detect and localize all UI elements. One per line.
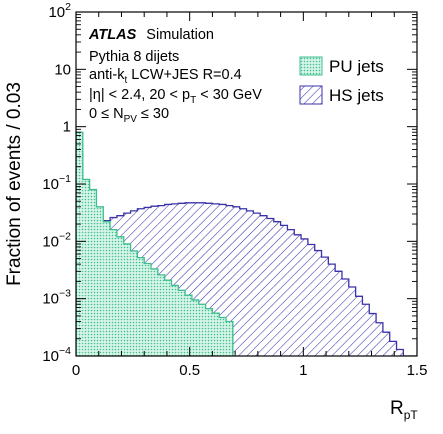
bar-hs-34	[308, 245, 315, 356]
bar-pu-7	[124, 244, 131, 356]
series-layer	[76, 132, 417, 356]
bar-pu-12	[158, 275, 165, 356]
bar-hs-37	[328, 264, 335, 356]
bar-pu-13	[165, 280, 172, 356]
cuts-text-b: < 30 GeV	[196, 87, 262, 103]
legend-label-hs: HS jets	[329, 86, 384, 105]
y-tick-label-1: 10	[54, 61, 71, 78]
bar-hs-40	[349, 287, 356, 356]
bar-pu-11	[151, 269, 158, 356]
bar-hs-47	[397, 349, 404, 356]
x-axis-title-sub: pT	[404, 408, 419, 422]
bar-hs-25	[247, 211, 254, 356]
y-tick-label-0: 102	[48, 1, 71, 21]
bar-pu-20	[212, 313, 219, 356]
bar-pu-18	[199, 304, 206, 356]
cuts-text-a: |η| < 2.4, 20 < p	[89, 87, 190, 103]
jet-algorithm-prefix: anti-k	[89, 67, 125, 83]
atlas-status: Simulation	[146, 27, 214, 43]
cuts-text: |η| < 2.4, 20 < pT < 30 GeV	[89, 87, 262, 106]
y-tick-label-3: 10−1	[42, 173, 71, 193]
generator-text: Pythia 8 dijets	[89, 49, 179, 65]
bar-pu-2	[90, 190, 97, 356]
bar-hs-36	[322, 257, 329, 356]
x-axis-title: RpT	[390, 398, 418, 422]
bar-pu-15	[178, 290, 185, 356]
bar-hs-41	[356, 296, 363, 356]
y-tick-label-4: 10−2	[42, 230, 71, 250]
legend: PU jets HS jets	[300, 57, 384, 105]
bar-hs-27	[260, 216, 267, 356]
y-tick-label-5: 10−3	[42, 288, 71, 308]
bar-hs-35	[315, 251, 322, 356]
bar-hs-45	[383, 332, 390, 356]
y-tick-label-6: 10−4	[42, 345, 71, 365]
bar-pu-10	[144, 264, 151, 356]
bar-hs-31	[287, 230, 294, 356]
legend-label-pu: PU jets	[329, 57, 384, 76]
bar-hs-23	[233, 207, 240, 356]
bar-hs-24	[240, 209, 247, 356]
atlas-label: ATLAS Simulation	[88, 27, 214, 43]
jet-algorithm-suffix: LCW+JES R=0.4	[127, 67, 241, 83]
x-axis-title-main: R	[390, 398, 404, 419]
bar-pu-3	[96, 207, 103, 356]
bar-hs-28	[267, 219, 274, 356]
npv-text: 0 ≤ NPV ≤ 30	[89, 106, 169, 125]
bar-pu-9	[137, 258, 144, 356]
bar-hs-38	[335, 271, 342, 356]
npv-text-b: ≤ 30	[137, 106, 169, 122]
x-tick-label-2: 1	[299, 362, 307, 379]
x-tick-label-0: 0	[72, 362, 80, 379]
x-tick-label-3: 1.5	[407, 362, 428, 379]
legend-swatch-hs	[300, 86, 322, 104]
atlas-experiment: ATLAS	[88, 27, 137, 43]
y-tick-label-2: 1	[63, 119, 71, 136]
bar-pu-22	[226, 321, 233, 356]
bar-pu-14	[171, 285, 178, 356]
bar-hs-44	[376, 323, 383, 356]
jet-algorithm-text: anti-kt LCW+JES R=0.4	[89, 67, 242, 86]
bar-hs-29	[274, 222, 281, 356]
bar-pu-16	[185, 295, 192, 356]
legend-swatch-pu	[300, 57, 322, 75]
bar-pu-5	[110, 230, 117, 356]
bar-hs-32	[294, 235, 301, 356]
bar-hs-46	[390, 341, 397, 356]
bar-hs-39	[342, 279, 349, 356]
bar-pu-17	[192, 300, 199, 356]
bar-pu-19	[206, 309, 213, 356]
npv-text-a: 0 ≤ N	[89, 106, 124, 122]
npv-text-sub: PV	[124, 114, 138, 125]
bar-pu-6	[117, 237, 124, 356]
bar-hs-26	[253, 213, 260, 356]
bar-pu-8	[131, 251, 138, 356]
bar-hs-33	[301, 239, 308, 356]
bar-pu-21	[219, 317, 226, 356]
x-tick-label-1: 0.5	[179, 362, 200, 379]
y-axis-title: Fraction of events / 0.03	[4, 82, 25, 286]
bar-pu-4	[103, 222, 110, 356]
bar-pu-1	[83, 179, 90, 356]
bar-hs-43	[369, 314, 376, 356]
bar-hs-30	[281, 225, 288, 356]
bar-hs-42	[362, 304, 369, 356]
